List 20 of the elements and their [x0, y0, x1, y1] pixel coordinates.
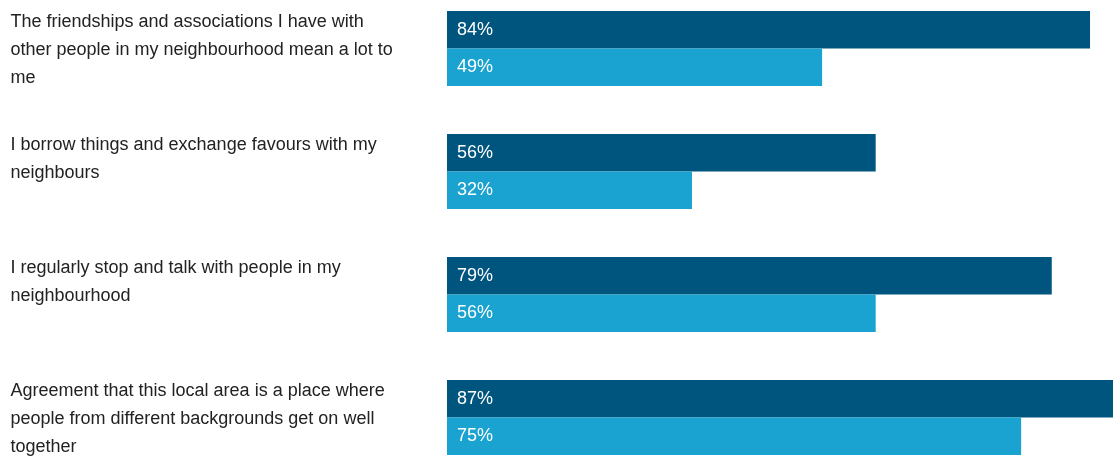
data-label: 87%	[457, 387, 494, 408]
data-label: 75%	[457, 425, 494, 446]
bar	[447, 11, 1091, 49]
bar	[447, 417, 1022, 455]
data-label: 84%	[457, 18, 494, 39]
y-tick-label: The friendships and associations I have with other people in my neighbourhood mean a lot to me	[10, 11, 393, 88]
y-tick-label: I borrow things and exchange favours with my neighbours	[10, 134, 377, 182]
data-label: 49%	[457, 56, 494, 77]
y-tick-label: I regularly stop and talk with people in my neighbourhood	[10, 257, 341, 305]
data-label: 79%	[457, 264, 494, 285]
bar	[447, 256, 1052, 295]
bar	[447, 133, 876, 172]
y-tick-label: Agreement that this local area is a place where people from different backgrounds get on well together	[10, 379, 385, 456]
bar	[447, 48, 823, 87]
bar	[447, 379, 1113, 418]
data-label: 56%	[457, 302, 494, 323]
data-label: 56%	[457, 141, 494, 162]
bar	[447, 171, 692, 210]
data-label: 32%	[457, 179, 494, 200]
bar	[447, 294, 876, 333]
